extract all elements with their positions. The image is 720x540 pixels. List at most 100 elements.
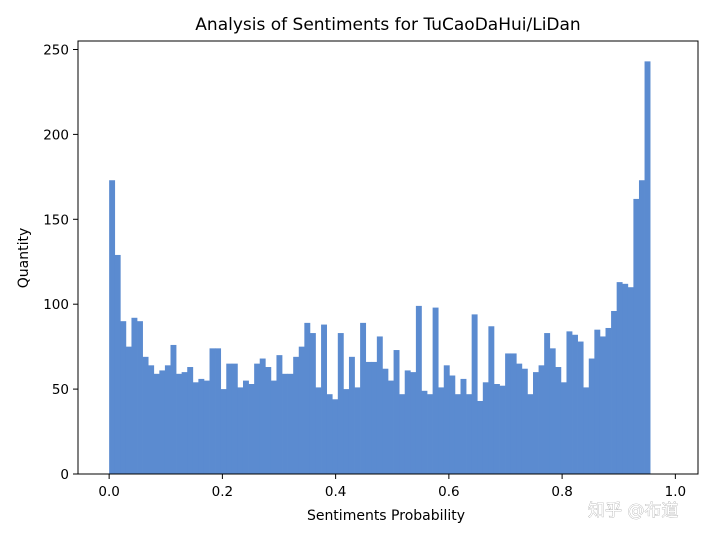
histogram-bar: [176, 373, 182, 474]
histogram-bar: [627, 287, 634, 474]
bars-layer: [109, 61, 651, 475]
histogram-bar: [242, 380, 249, 474]
histogram-bar: [505, 353, 512, 474]
histogram-bar: [555, 367, 562, 474]
histogram-bar: [510, 353, 517, 474]
histogram-bar: [187, 367, 194, 474]
histogram-bar: [516, 363, 523, 474]
histogram-bar: [583, 387, 590, 474]
histogram-bar: [220, 389, 227, 474]
histogram-bar: [360, 322, 367, 474]
histogram-bar: [482, 382, 489, 474]
histogram-bar: [594, 329, 601, 474]
histogram-bar: [443, 365, 450, 474]
x-tick-label: 1.0: [665, 484, 686, 500]
histogram-bar: [198, 378, 205, 474]
histogram-bar: [644, 61, 651, 475]
histogram-bar: [588, 358, 595, 474]
histogram-bar: [114, 254, 121, 474]
histogram-bar: [544, 333, 551, 474]
x-axis-ticks: 0.0 0.2 0.4 0.6 0.8 1.0: [98, 474, 686, 500]
histogram-bar: [382, 368, 389, 474]
histogram-bar: [209, 348, 216, 474]
histogram-bar: [265, 367, 272, 474]
histogram-bar: [622, 283, 629, 474]
histogram-bar: [137, 321, 143, 474]
histogram-bar: [388, 380, 394, 474]
x-axis-label: Sentiments Probability: [307, 508, 465, 524]
y-tick-label: 100: [43, 297, 69, 313]
histogram-bar: [393, 350, 400, 474]
histogram-bar: [287, 373, 294, 474]
histogram-bar: [293, 356, 300, 474]
histogram-bar: [399, 394, 406, 474]
histogram-bar: [170, 344, 177, 474]
histogram-bar: [192, 382, 199, 474]
chart-title: Analysis of Sentiments for TuCaoDaHui/Li…: [195, 15, 580, 35]
histogram-bar: [410, 372, 417, 474]
y-axis-ticks: 0 50 100 150 200 250: [43, 42, 78, 483]
histogram-bar: [449, 375, 456, 474]
histogram-bar: [237, 387, 244, 474]
histogram-bar: [572, 334, 578, 474]
histogram-bar: [577, 341, 584, 474]
plot-frame: [77, 40, 699, 475]
histogram-bar: [460, 378, 467, 474]
histogram-bar: [153, 373, 160, 474]
histogram-bar: [164, 365, 171, 474]
histogram-bar: [337, 333, 344, 474]
watermark: 知乎 @布道: [588, 501, 678, 521]
x-tick-label: 0.6: [438, 484, 459, 500]
histogram-bar: [120, 321, 127, 474]
histogram-bar: [270, 380, 277, 474]
histogram-bar: [326, 394, 333, 474]
y-tick-label: 50: [52, 382, 69, 398]
x-tick-label: 0.8: [551, 484, 572, 500]
histogram-bar: [454, 394, 461, 474]
histogram-bar: [432, 307, 439, 474]
histogram-bar: [599, 336, 606, 474]
x-tick-label: 0.0: [98, 484, 119, 500]
histogram-bar: [533, 372, 539, 474]
histogram-bar: [248, 384, 255, 474]
histogram-bar: [421, 390, 428, 474]
histogram-bar: [215, 348, 222, 474]
histogram-bar: [354, 387, 361, 474]
histogram-bar: [466, 394, 473, 474]
histogram-bar: [309, 333, 316, 474]
histogram-bar: [471, 314, 478, 474]
histogram-bar: [259, 358, 266, 474]
histogram-bar: [181, 372, 188, 474]
histogram-bar: [438, 387, 445, 474]
histogram-bar: [315, 387, 322, 474]
histogram-bar: [304, 322, 311, 474]
histogram-bar: [560, 382, 567, 474]
histogram-bar: [415, 305, 422, 474]
y-tick-label: 250: [43, 42, 69, 58]
y-axis-label: Quantity: [16, 228, 32, 289]
histogram-bar: [605, 327, 612, 474]
histogram-bar: [125, 346, 132, 474]
y-tick-label: 200: [43, 127, 69, 143]
histogram-bar: [521, 368, 528, 474]
histogram-bar: [549, 348, 556, 474]
histogram-bar: [321, 324, 328, 474]
histogram-bar: [109, 180, 116, 475]
histogram-bar: [493, 384, 500, 474]
histogram-bar: [538, 365, 545, 474]
histogram-bar: [404, 370, 411, 474]
histogram-bar: [142, 356, 149, 474]
histogram-bar: [254, 363, 261, 474]
histogram-bar: [376, 336, 383, 474]
histogram-bar: [276, 355, 283, 474]
x-tick-label: 0.2: [212, 484, 233, 500]
histogram-bar: [477, 400, 484, 474]
histogram-bar: [633, 198, 640, 474]
histogram-bar: [203, 380, 210, 474]
x-tick-label: 0.4: [325, 484, 346, 500]
histogram-bar: [298, 346, 305, 474]
histogram-bar: [348, 356, 355, 474]
histogram-bar: [616, 282, 623, 474]
